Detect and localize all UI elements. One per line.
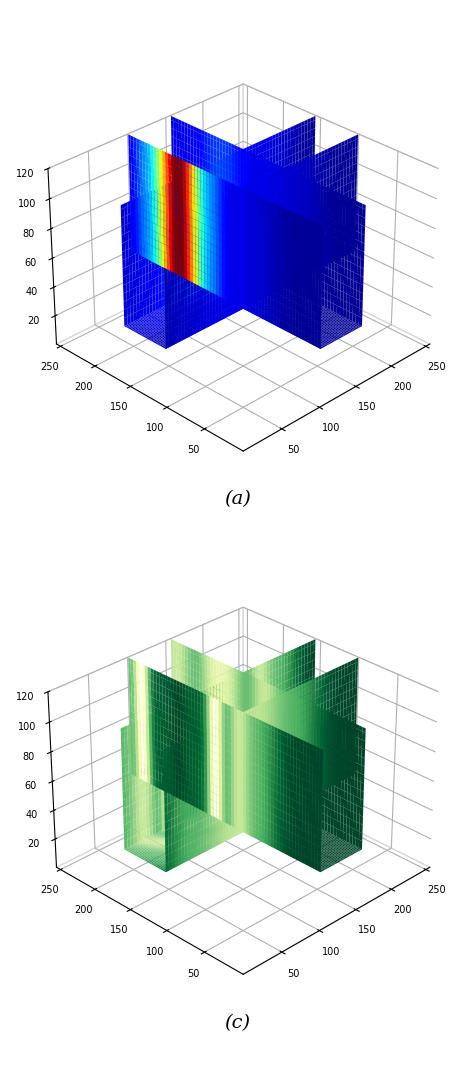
- Text: (c): (c): [224, 1013, 251, 1032]
- Text: (a): (a): [224, 490, 251, 508]
